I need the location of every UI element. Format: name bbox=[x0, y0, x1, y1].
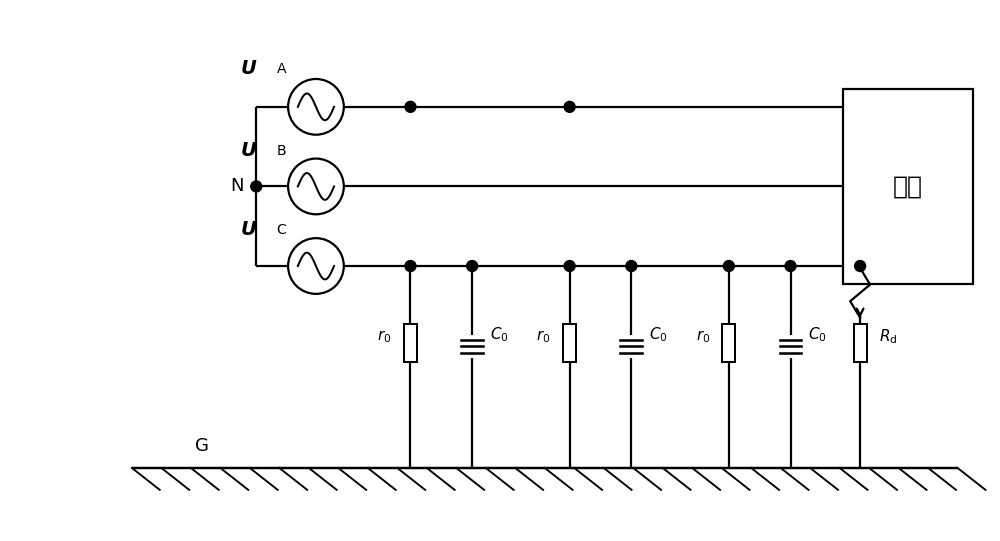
Text: $\mathrm{B}$: $\mathrm{B}$ bbox=[276, 143, 287, 157]
Text: $\boldsymbol{U}$: $\boldsymbol{U}$ bbox=[240, 59, 257, 78]
Text: 负载: 负载 bbox=[893, 174, 923, 199]
Text: N: N bbox=[230, 177, 243, 195]
Text: $C_0$: $C_0$ bbox=[490, 325, 509, 344]
Text: $r_0$: $r_0$ bbox=[377, 328, 392, 345]
Circle shape bbox=[564, 261, 575, 272]
Bar bbox=[843, 89, 973, 284]
Text: $\mathrm{A}$: $\mathrm{A}$ bbox=[276, 62, 288, 76]
Bar bbox=[404, 324, 417, 361]
Bar bbox=[563, 324, 576, 361]
Circle shape bbox=[405, 261, 416, 272]
Circle shape bbox=[405, 101, 416, 113]
Bar bbox=[854, 324, 867, 361]
Text: $\boldsymbol{U}$: $\boldsymbol{U}$ bbox=[240, 220, 257, 239]
Text: G: G bbox=[195, 437, 208, 455]
Circle shape bbox=[467, 261, 478, 272]
Text: $C_0$: $C_0$ bbox=[808, 325, 827, 344]
Circle shape bbox=[723, 261, 734, 272]
Text: $\boldsymbol{U}$: $\boldsymbol{U}$ bbox=[240, 141, 257, 160]
Text: $\mathrm{C}$: $\mathrm{C}$ bbox=[276, 223, 287, 237]
Bar bbox=[722, 324, 735, 361]
Text: $r_0$: $r_0$ bbox=[696, 328, 710, 345]
Text: $r_0$: $r_0$ bbox=[536, 328, 551, 345]
Circle shape bbox=[855, 261, 866, 272]
Circle shape bbox=[251, 181, 262, 192]
Circle shape bbox=[564, 101, 575, 113]
Text: $R_\mathrm{d}$: $R_\mathrm{d}$ bbox=[879, 327, 898, 346]
Text: $C_0$: $C_0$ bbox=[649, 325, 668, 344]
Circle shape bbox=[626, 261, 637, 272]
Circle shape bbox=[785, 261, 796, 272]
